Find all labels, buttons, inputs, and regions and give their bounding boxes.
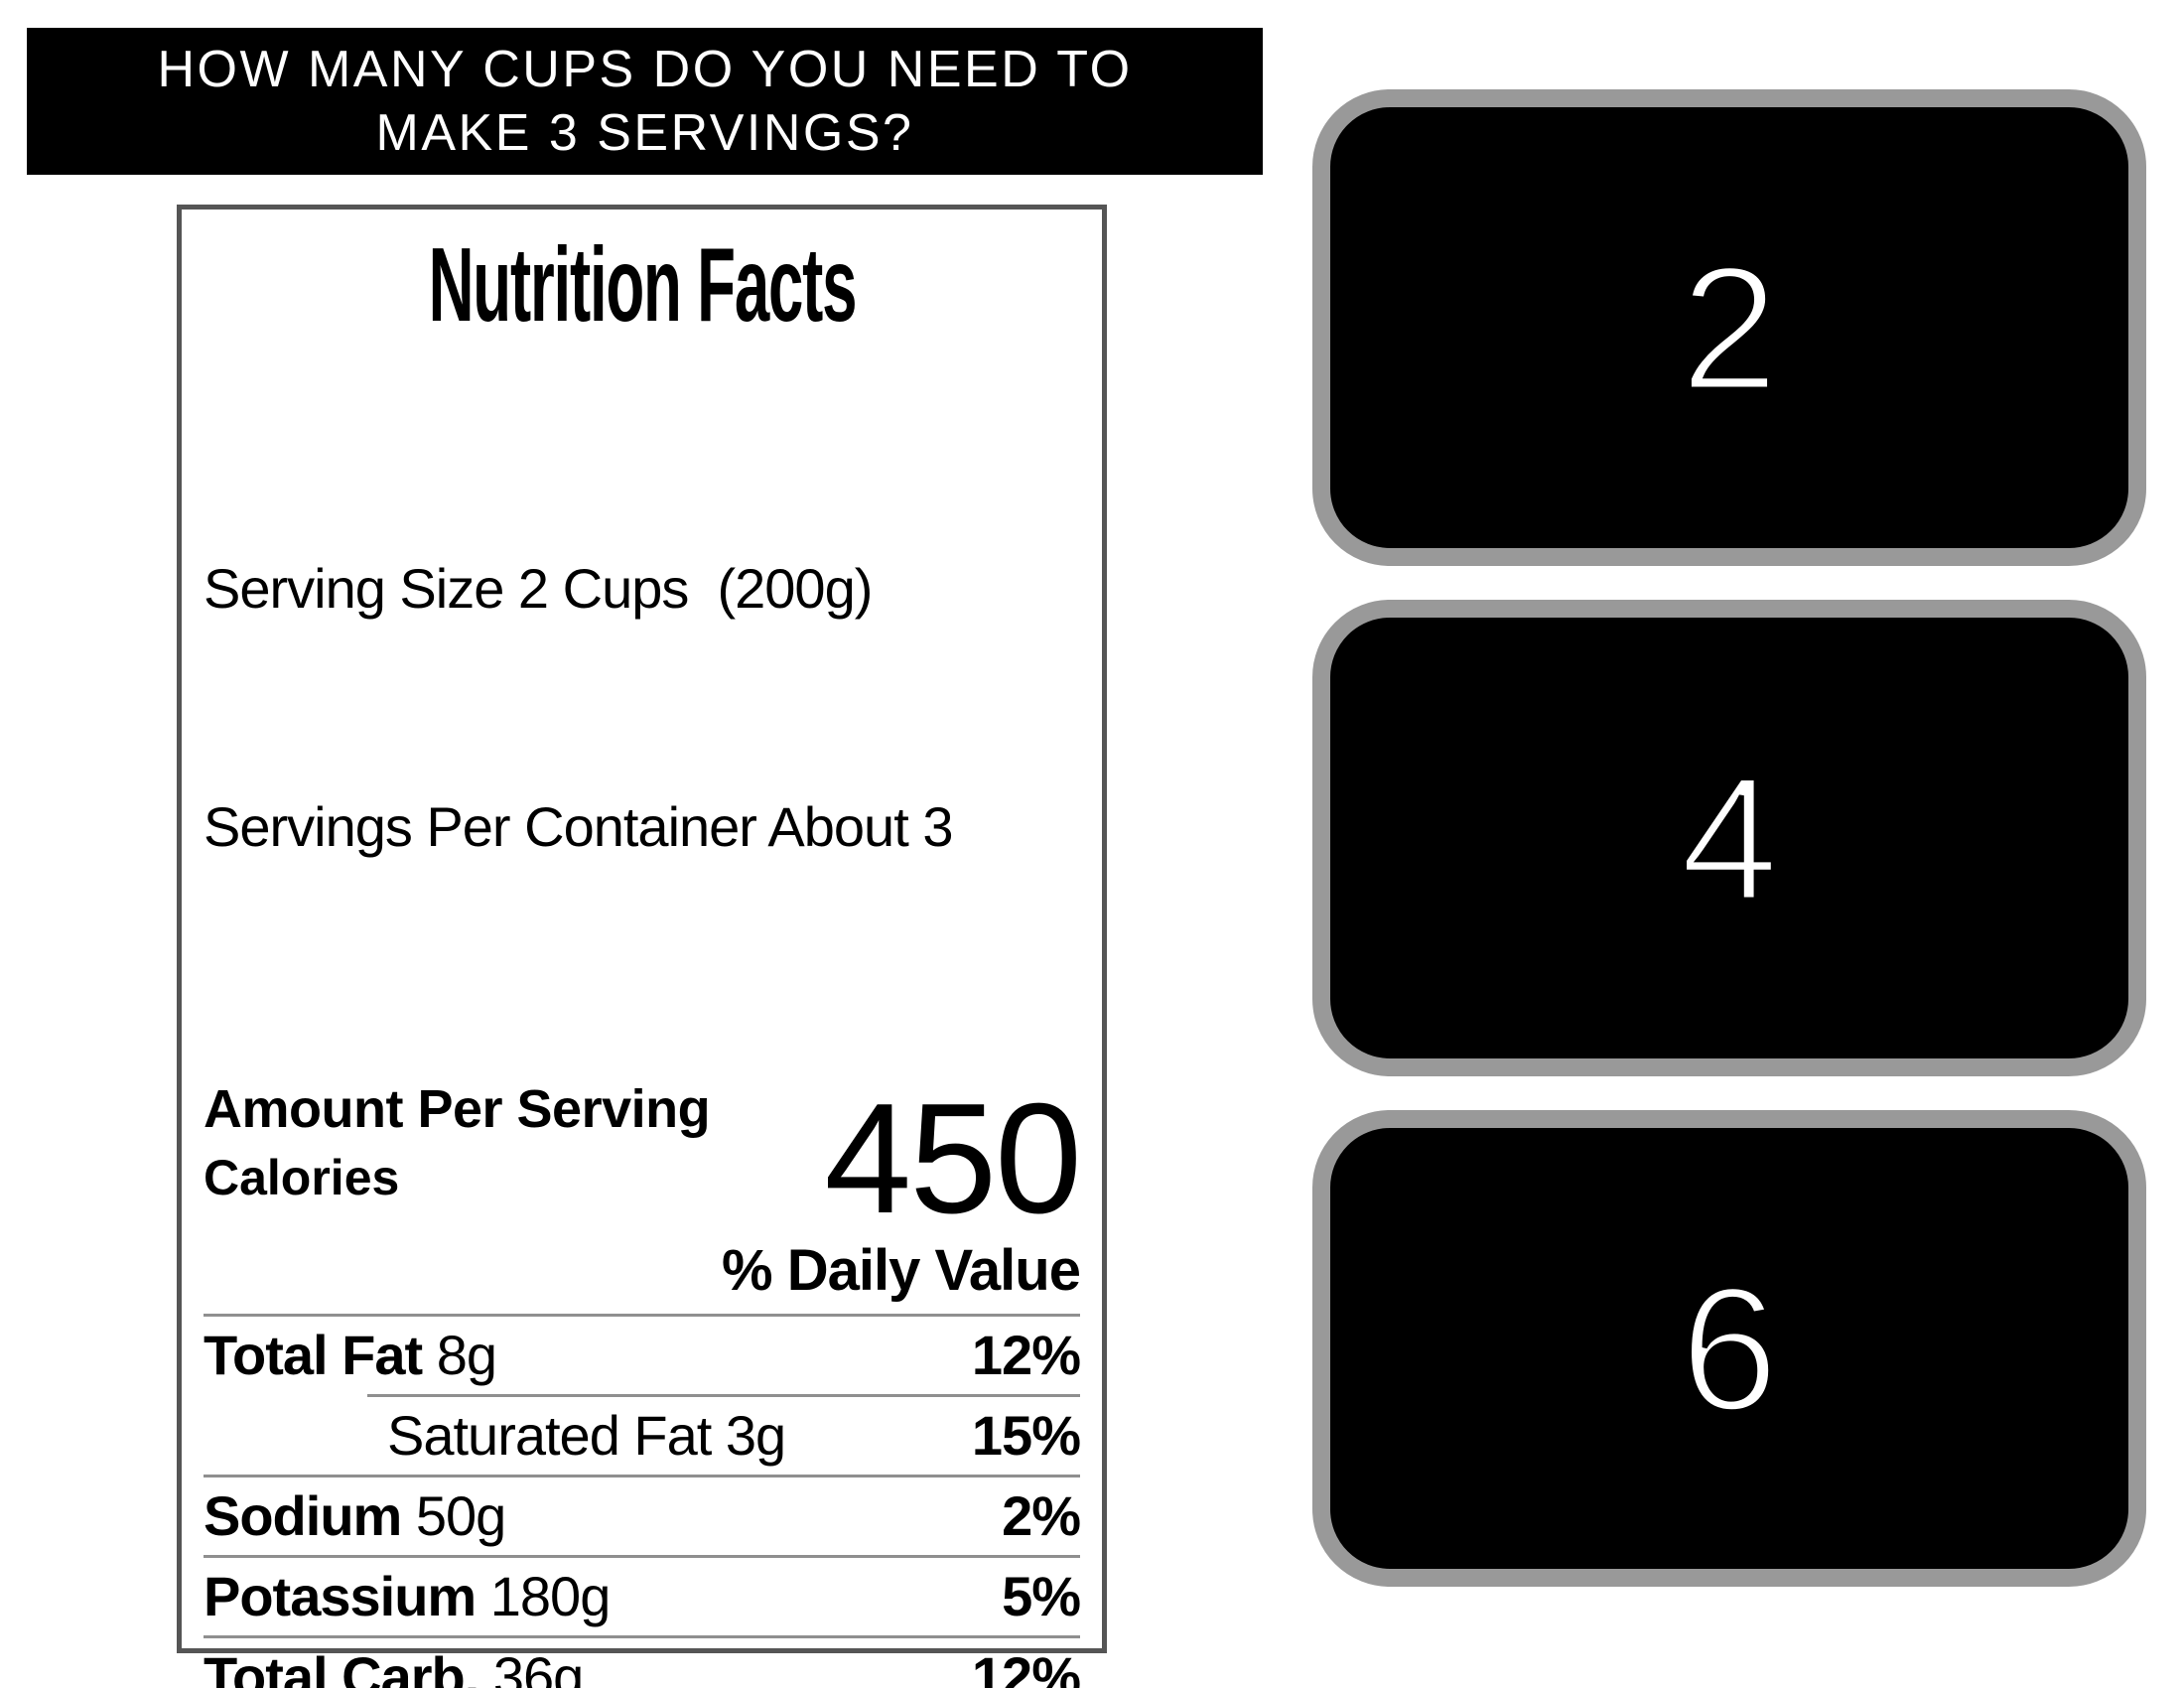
nutrient-label: Total Carb. [204,1645,479,1688]
nutrient-label: Potassium [204,1565,477,1627]
question-line-2: MAKE 3 SERVINGS? [375,104,914,162]
amount-per-serving-block: Amount Per Serving Calories 450 [204,1061,1082,1246]
nutrient-row-saturated-fat: Saturated Fat 3g 15% [204,1397,1081,1475]
answer-label: 6 [1678,1247,1781,1450]
nutrient-amount: 50g [415,1484,506,1547]
calories-label: Calories [204,1150,400,1205]
nutrient-label: Sodium [204,1484,402,1547]
answer-label: 4 [1678,737,1781,939]
nutrition-facts-label: Nutrition Facts Serving Size 2 Cups (200… [177,205,1107,1688]
nutrient-daily-value: 5% [1002,1565,1081,1627]
answer-button-2[interactable]: 2 [1312,89,2146,566]
nutrient-amount: 3g [725,1404,786,1467]
nutrition-facts-title-text: Nutrition Facts [428,226,857,344]
serving-info: Serving Size 2 Cups (200g) Servings Per … [204,390,1080,1026]
nutrient-name-amount: Sodium 50g [204,1488,506,1544]
calories-value: 450 [824,1071,1082,1246]
answer-label: 2 [1678,226,1781,429]
nutrient-row-total-fat: Total Fat 8g 12% [204,1317,1081,1394]
nutrient-name-amount: Total Fat 8g [204,1328,497,1383]
nutrient-amount: 180g [489,1565,612,1627]
daily-value-header: % Daily Value [204,1224,1081,1317]
separator-indented [367,1394,1080,1397]
nutrient-row-potassium: Potassium 180g 5% [204,1558,1081,1635]
amount-per-serving-label: Amount Per Serving [204,1079,711,1139]
nutrient-daily-value: 12% [971,1324,1081,1386]
nutrient-daily-value: 15% [971,1404,1081,1467]
question-banner: HOW MANY CUPS DO YOU NEED TO MAKE 3 SERV… [27,28,1263,175]
nutrient-amount: 36g [492,1645,584,1688]
answer-button-4[interactable]: 4 [1312,600,2146,1076]
answer-button-6[interactable]: 6 [1312,1110,2146,1587]
servings-per-container-line: Servings Per Container About 3 [204,795,953,858]
answer-options: 2 4 6 [1312,89,2146,1587]
separator-full [204,1475,1080,1477]
nutrient-daily-value: 2% [1002,1484,1081,1547]
nutrient-name-amount: Saturated Fat 3g [204,1408,786,1464]
nutrient-row-sodium: Sodium 50g 2% [204,1477,1081,1555]
serving-size-line: Serving Size 2 Cups (200g) [204,557,873,620]
nutrient-name-amount: Total Carb. 36g [204,1649,584,1688]
nutrient-label: Saturated Fat [387,1404,712,1467]
nutrient-amount: 8g [436,1324,497,1386]
nutrient-row-total-carb: Total Carb. 36g 12% [204,1638,1081,1688]
nutrition-facts-title: Nutrition Facts [204,226,1080,344]
question-line-1: HOW MANY CUPS DO YOU NEED TO [157,41,1133,98]
nutrient-label: Total Fat [204,1324,423,1386]
separator-full [204,1635,1080,1638]
nutrient-name-amount: Potassium 180g [204,1569,611,1624]
separator-full [204,1555,1080,1558]
nutrient-daily-value: 12% [971,1645,1081,1688]
